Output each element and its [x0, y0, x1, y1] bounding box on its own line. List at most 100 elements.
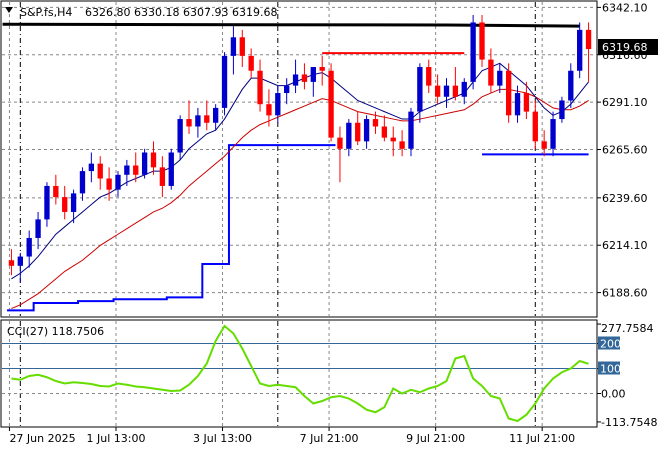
cci-tick-label: 200 [600, 338, 621, 351]
time-tick-label: 11 Jul 21:00 [509, 432, 575, 445]
candle-body [204, 115, 210, 123]
candle-body [346, 122, 352, 149]
candle-body [426, 67, 432, 86]
price-tick-label: 6188.60 [602, 287, 648, 300]
candle-body [141, 152, 148, 175]
candle-body [399, 141, 405, 149]
candle-body [310, 67, 316, 82]
price-panel-frame [0, 0, 598, 318]
candle-body [372, 119, 379, 127]
candle-body [479, 22, 485, 60]
candle-body [497, 70, 503, 86]
price-tick-label: 6342.10 [602, 1, 648, 14]
candle-body [328, 70, 334, 138]
candle-body [488, 59, 494, 86]
candle-body [239, 37, 245, 56]
time-tick-label: 3 Jul 13:00 [193, 432, 252, 445]
candle-body [106, 178, 112, 190]
candle-body [124, 165, 130, 175]
cci-line [11, 324, 589, 423]
candle-body [532, 111, 538, 142]
candle-body [319, 67, 325, 71]
long-moving-average-line [2, 22, 580, 28]
candle-body [301, 74, 308, 82]
candle-body [417, 67, 423, 112]
time-tick-label: 7 Jul 21:00 [300, 432, 359, 445]
candle-body [248, 55, 254, 71]
current-price-tag [598, 39, 658, 55]
candle-body [390, 137, 396, 142]
symbol-label: S&P.fs,H4 [20, 6, 72, 19]
candle-body [550, 119, 556, 149]
candle-body [585, 29, 592, 50]
candle-body [79, 171, 86, 194]
cci-series-layer [2, 324, 596, 423]
candle-body [514, 93, 521, 116]
candle-body [577, 29, 583, 71]
cci-level-tag [598, 336, 620, 350]
cci-tick-label: 100 [600, 363, 621, 376]
candle-body [505, 70, 512, 116]
candle-body [44, 185, 50, 220]
candle-body [257, 70, 263, 105]
candle-body [26, 237, 32, 257]
cci-tick-label: 277.7584 [601, 322, 654, 335]
candle-body [115, 174, 121, 190]
candle-body [523, 93, 530, 112]
candle-body [88, 163, 95, 172]
candle-body [8, 260, 15, 266]
candle-body [168, 152, 174, 186]
price-series-layer [2, 15, 592, 312]
price-tick-label: 6291.10 [602, 96, 648, 109]
candle-body [159, 167, 166, 186]
candle-body [337, 137, 343, 149]
candle-body [177, 119, 183, 153]
candle-body [568, 70, 574, 101]
candle-body [275, 93, 281, 116]
candle-body [230, 37, 237, 56]
candle-body [212, 107, 219, 123]
price-tick-label: 6265.60 [602, 144, 648, 157]
candle-body [292, 74, 299, 86]
candle-body [470, 22, 476, 82]
time-tick-label: 9 Jul 21:00 [406, 432, 465, 445]
price-tick-label: 6214.10 [602, 239, 648, 252]
time-tick-label: 1 Jul 13:00 [87, 432, 146, 445]
ohlc-label: 6326.80 6330.18 6307.93 6319.68 [85, 6, 277, 19]
candle-body [186, 119, 192, 127]
grid-lines [2, 2, 596, 426]
cci-tick-label: -113.7548 [601, 416, 657, 429]
candle-body [70, 193, 77, 212]
candle-body [559, 100, 565, 120]
candle-body [452, 85, 459, 97]
candle-body [434, 85, 441, 97]
cci-panel-frame [0, 319, 598, 428]
cci-label: CCI(27) 118.7506 [7, 325, 104, 338]
candle-body [355, 122, 361, 142]
cci-level-tag [598, 361, 620, 375]
candle-body [284, 85, 290, 94]
chart-menu-arrow-icon[interactable] [5, 7, 13, 13]
candle-body [266, 104, 272, 116]
candle-body [408, 111, 414, 149]
trailing-stop-line [7, 144, 336, 312]
candle-body [133, 165, 139, 175]
candle-body [363, 119, 370, 142]
time-tick-label: 27 Jun 2025 [9, 432, 75, 445]
candle-body [541, 141, 547, 149]
candle-body [17, 256, 23, 266]
slow-moving-average-line [11, 88, 589, 310]
candle-body [443, 85, 450, 97]
candle-body [62, 197, 68, 212]
price-tick-label: 6239.60 [602, 192, 648, 205]
candle-body [97, 163, 103, 179]
candle-body [35, 219, 41, 238]
candle-body [461, 81, 467, 97]
candle-body [53, 185, 59, 198]
candle-body [381, 126, 388, 138]
candle-body [221, 55, 228, 108]
candle-body [195, 115, 201, 127]
cci-tick-label: 0.00 [601, 388, 626, 401]
